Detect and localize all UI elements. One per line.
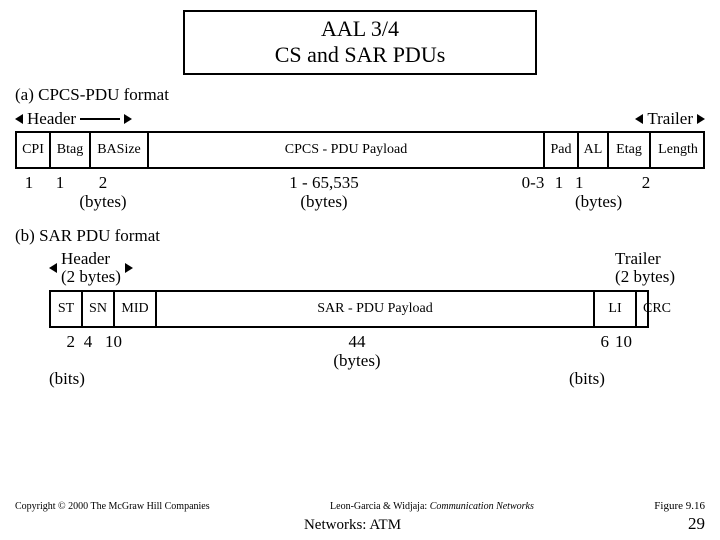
trailer-text-b: Trailer <box>615 249 661 268</box>
pdu-field: CPI <box>17 133 51 167</box>
pdu-field: SN <box>83 292 115 326</box>
size-sn: 4 <box>75 332 101 371</box>
cpcs-pdu-row: CPIBtagBASizeCPCS - PDU PayloadPadALEtag… <box>15 131 705 169</box>
copyright: Copyright © 2000 The McGraw Hill Compani… <box>15 501 210 512</box>
sar-unit-row: (bits) (bits) <box>49 369 705 389</box>
trailer-bytes-b: (2 bytes) <box>615 267 675 286</box>
title-line2: CS and SAR PDUs <box>195 42 525 68</box>
size-etag: 1 (bytes) <box>571 173 631 212</box>
page-label: Networks: ATM <box>304 517 401 533</box>
sar-pdu-row: STSNMIDSAR - PDU PayloadLICRC <box>49 290 649 328</box>
title-line1: AAL 3/4 <box>195 16 525 42</box>
arrow-left-icon <box>635 109 643 129</box>
size-length: 2 <box>631 173 661 212</box>
size-al: 1 <box>547 173 571 212</box>
size-cpi: 1 <box>15 173 43 212</box>
pdu-field: MID <box>115 292 157 326</box>
figure-label: Figure 9.16 <box>654 500 705 512</box>
arrow-right-icon <box>697 109 705 129</box>
size-payload-b: 44 (bytes) <box>141 332 573 371</box>
page-number: 29 <box>688 514 705 534</box>
size-li: 6 <box>573 332 609 371</box>
arrow-right-icon <box>124 109 132 129</box>
header-bytes-b: (2 bytes) <box>61 267 121 286</box>
pdu-field: BASize <box>91 133 149 167</box>
pdu-field: Length <box>651 133 705 167</box>
pdu-field: Etag <box>609 133 651 167</box>
size-crc: 10 <box>609 332 651 371</box>
size-btag: 1 <box>43 173 77 212</box>
page-bottom: Networks: ATM 29 <box>0 517 705 534</box>
pdu-field: Pad <box>545 133 579 167</box>
size-payload-a: 1 - 65,535 (bytes) <box>129 173 519 212</box>
trailer-text-a: Trailer <box>647 109 693 129</box>
sar-size-row: 2 4 10 44 (bytes) 6 10 <box>49 332 705 371</box>
pdu-field: ST <box>51 292 83 326</box>
footer: Copyright © 2000 The McGraw Hill Compani… <box>15 500 705 512</box>
pdu-field: Btag <box>51 133 91 167</box>
unit-bits-2: (bits) <box>569 369 641 389</box>
section-a-region-labels: Header Trailer <box>15 109 705 131</box>
cpcs-size-row: 1 1 2 (bytes) 1 - 65,535 (bytes) 0-3 1 1… <box>15 173 705 212</box>
arrow-left-icon <box>15 109 23 129</box>
arrow-left-icon <box>49 258 57 278</box>
size-st: 2 <box>49 332 75 371</box>
header-text-b: Header <box>61 249 110 268</box>
header-line <box>80 118 120 120</box>
pdu-field: CRC <box>637 292 677 326</box>
pdu-field: LI <box>595 292 637 326</box>
pdu-field: CPCS - PDU Payload <box>149 133 545 167</box>
section-b-region-labels: Header (2 bytes) Trailer (2 bytes) <box>15 250 705 290</box>
section-a-label: (a) CPCS-PDU format <box>15 85 705 105</box>
section-b-label: (b) SAR PDU format <box>15 226 705 246</box>
pdu-field: SAR - PDU Payload <box>157 292 595 326</box>
pdu-field: AL <box>579 133 609 167</box>
header-text-a: Header <box>27 109 76 129</box>
unit-bits-1: (bits) <box>49 369 137 389</box>
footer-center: Leon-Garcia & Widjaja: Communication Net… <box>330 501 534 512</box>
size-mid: 10 <box>101 332 141 371</box>
title-box: AAL 3/4 CS and SAR PDUs <box>183 10 537 75</box>
size-pad: 0-3 <box>519 173 547 212</box>
size-basize: 2 (bytes) <box>77 173 129 212</box>
arrow-right-icon <box>125 258 133 278</box>
